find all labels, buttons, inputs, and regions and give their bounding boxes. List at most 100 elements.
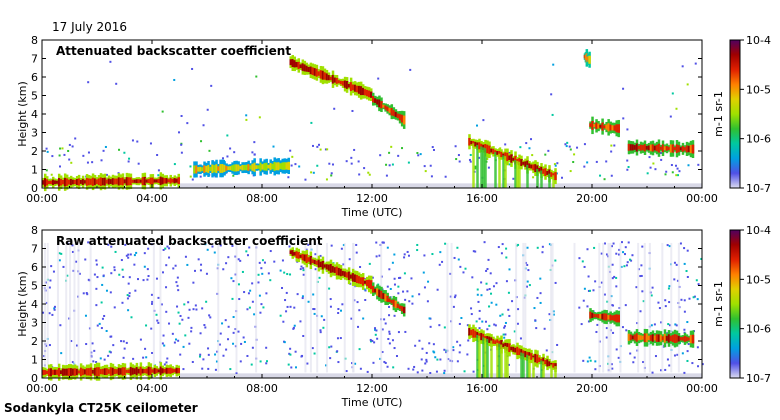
noise-speck: [59, 165, 62, 168]
feature-core: [133, 368, 137, 375]
noise-speck: [180, 151, 183, 154]
feature-core: [396, 303, 400, 308]
noise-speck: [58, 154, 61, 157]
feature-core: [351, 273, 355, 282]
noise-speck: [605, 327, 608, 330]
noise-speck: [555, 172, 558, 175]
noise-speck: [92, 360, 95, 363]
precip-streak: [504, 156, 507, 188]
noise-speck: [640, 274, 643, 277]
noise-speck: [191, 67, 194, 70]
feature-core: [663, 146, 667, 151]
noise-speck: [596, 323, 599, 326]
noise-speck: [528, 284, 531, 287]
noise-speck: [679, 242, 682, 245]
feature-core: [107, 369, 111, 374]
noise-speck: [605, 160, 608, 163]
feature-core: [378, 289, 381, 298]
feature-core: [518, 348, 521, 356]
feature-core: [472, 328, 475, 338]
noise-speck: [553, 163, 556, 166]
feature-core: [589, 123, 592, 127]
noise-speck: [474, 250, 477, 253]
noise-speck: [91, 342, 94, 345]
feature-core: [307, 257, 311, 262]
noise-speck: [108, 350, 111, 353]
feature-core: [293, 60, 297, 68]
noise-speck: [48, 312, 51, 315]
feature-core: [544, 360, 547, 365]
noise-speck: [388, 151, 391, 154]
feature-core: [77, 370, 81, 374]
noise-speck: [179, 353, 182, 356]
feature-core: [538, 167, 541, 172]
noise-speck: [351, 109, 354, 112]
colorbar-label: 10-6: [746, 323, 771, 336]
noise-speck: [198, 355, 201, 358]
y-axis-label: Height (km): [16, 271, 29, 337]
feature-core: [311, 259, 315, 263]
feature-core: [121, 367, 125, 376]
feature-core: [369, 280, 373, 290]
feature-core: [611, 125, 614, 131]
noise-speck: [200, 140, 203, 143]
feature-core: [548, 169, 551, 178]
noise-speck: [587, 289, 590, 292]
feature-core: [478, 142, 481, 150]
noise-column: [56, 242, 59, 373]
feature-core: [111, 367, 115, 376]
precip-streak: [482, 337, 485, 378]
noise-speck: [123, 151, 126, 154]
noise-speck: [623, 253, 626, 256]
noise-speck: [189, 175, 192, 178]
feature-core: [95, 179, 99, 185]
precip-streak: [476, 144, 479, 188]
noise-speck: [443, 348, 446, 351]
noise-speck: [500, 252, 503, 255]
noise-speck: [302, 334, 305, 337]
x-tick-label: 00:00: [26, 192, 58, 205]
feature-core: [544, 168, 547, 176]
panel-title: Attenuated backscatter coefficient: [56, 44, 291, 58]
noise-speck: [381, 351, 384, 354]
noise-speck: [211, 245, 214, 248]
noise-speck: [488, 305, 491, 308]
feature-core: [163, 368, 167, 373]
noise-speck: [127, 253, 130, 256]
feature-core: [223, 164, 226, 172]
noise-speck: [664, 305, 667, 308]
noise-speck: [142, 279, 145, 282]
feature-core: [365, 279, 369, 287]
noise-speck: [438, 324, 441, 327]
noise-speck: [388, 330, 391, 333]
noise-speck: [127, 282, 130, 285]
noise-speck: [439, 251, 442, 254]
feature-core: [361, 87, 365, 96]
noise-speck: [161, 342, 164, 345]
precip-streak: [506, 346, 509, 378]
noise-speck: [165, 310, 168, 313]
noise-speck: [606, 300, 609, 303]
feature-core: [468, 328, 471, 336]
noise-speck: [194, 304, 197, 307]
feature-core: [514, 347, 517, 353]
feature-core: [195, 165, 198, 174]
noise-speck: [565, 145, 568, 148]
noise-speck: [560, 176, 563, 179]
feature-core: [506, 152, 509, 162]
feature-core: [657, 143, 661, 153]
noise-speck: [419, 153, 422, 156]
feature-core: [131, 367, 135, 375]
noise-speck: [379, 154, 382, 157]
noise-speck: [96, 324, 99, 327]
feature-core: [113, 368, 117, 375]
noise-speck: [476, 124, 479, 127]
noise-speck: [525, 285, 528, 288]
feature-core: [297, 252, 301, 259]
noise-speck: [282, 320, 285, 323]
feature-core: [327, 75, 331, 81]
noise-speck: [641, 290, 644, 293]
noise-speck: [530, 138, 533, 141]
noise-speck: [107, 354, 110, 357]
feature-core: [689, 334, 693, 344]
